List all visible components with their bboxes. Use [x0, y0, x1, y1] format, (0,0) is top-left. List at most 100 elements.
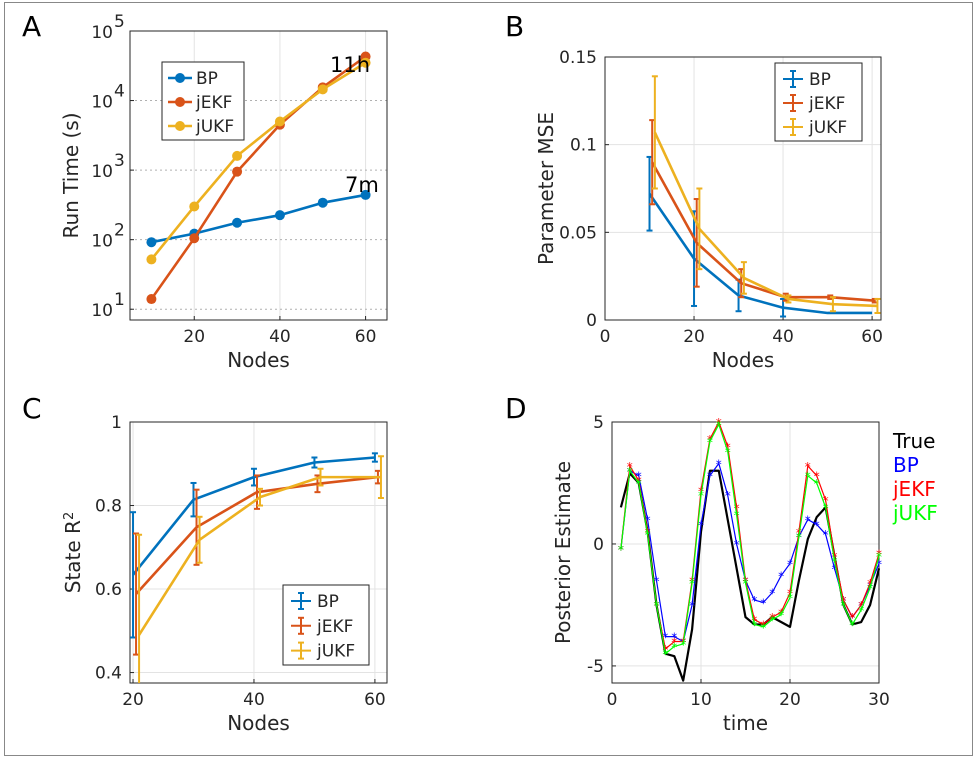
panel-a-y-tick-label: 10: [91, 301, 113, 321]
panel-d-series-jukf-point: *: [751, 618, 757, 632]
panel-b-y-tick-label: 0: [586, 311, 597, 331]
panel-d-series-bp-point: *: [787, 557, 793, 571]
panel-d-y-axis-label: Posterior Estimate: [551, 461, 575, 644]
panel-d-series-jekf-point: *: [867, 577, 873, 591]
panel-d-series-bp-point: *: [876, 557, 882, 571]
panel-b-y-tick-label: 0.1: [570, 136, 597, 156]
panel-d-series-jukf-point: *: [627, 465, 633, 479]
panel-a-x-tick-label: 60: [355, 327, 377, 347]
panel-d-series-jukf-point: *: [814, 477, 820, 491]
panel-a-y-axis-label: Run Time (s): [59, 112, 83, 238]
panel-d-series-jukf-point: *: [636, 477, 642, 491]
panel-c-x-tick-label: 20: [122, 690, 144, 710]
panel-a-legend-jukf-marker: [175, 121, 185, 131]
panel-a-y-tick-label: 10: [91, 162, 113, 182]
panel-d-series-jukf-point: *: [849, 618, 855, 632]
panel-a-series-jekf-line: [150, 55, 367, 300]
panel-d-series-jekf-point: *: [734, 501, 740, 515]
panel-d-series-bp-point: *: [751, 594, 757, 608]
panel-d-series-jekf-point: *: [858, 599, 864, 613]
panel-c-y-tick-label: 0.8: [95, 497, 122, 517]
panel-d-series-jekf-point: *: [823, 494, 829, 508]
panel-d-series-jekf-point: *: [840, 594, 846, 608]
panel-a-axes-frame: [129, 30, 388, 321]
panel-d-series-jukf-point: *: [618, 543, 624, 557]
panel-letter-b: B: [505, 10, 524, 43]
panel-d-series-jukf-point: *: [867, 582, 873, 596]
panel-d-series-jukf-point: *: [760, 621, 766, 635]
panel-d-x-axis-label: time: [723, 711, 768, 735]
panel-d-series-jekf-point: *: [778, 606, 784, 620]
panel-d-series-jekf-point: *: [769, 611, 775, 625]
panel-d-series-jekf-point: *: [814, 470, 820, 484]
panel-a-series-jekf-point: [189, 233, 200, 244]
panel-d-series-jukf-point: *: [778, 609, 784, 623]
panel-a-y-tick-exponent: 1: [114, 290, 125, 310]
panel-d-axes-frame: [611, 421, 880, 684]
panel-b-x-tick-label: 0: [600, 327, 611, 347]
panel-c-legend-jukf-label: jUKF: [316, 642, 355, 662]
panel-d-series-bp-point: *: [760, 597, 766, 611]
panel-d-y-tick-label: 0: [593, 535, 604, 555]
panel-d-x-tick-label: 30: [868, 690, 890, 710]
panel-d-series-jukf-point: *: [698, 489, 704, 503]
panel-a-series-jukf-point: [274, 116, 285, 127]
panel-a-y-tick-exponent: 3: [114, 151, 125, 171]
panel-a-series-jekf-point: [146, 294, 157, 305]
panel-d-series-bp-point: *: [618, 543, 624, 557]
panel-d-y-tick-label: 5: [593, 413, 604, 433]
panel-d-series-jukf-point: *: [787, 592, 793, 606]
panel-c-legend-bp-label: BP: [317, 592, 339, 612]
panel-d-series-jekf-point: *: [725, 440, 731, 454]
panel-d-series-jekf-point: *: [751, 614, 757, 628]
panel-c-axes-frame: [129, 421, 388, 684]
panel-b-axes-frame: [604, 56, 882, 321]
panel-d-series-bp-point: *: [671, 631, 677, 645]
panel-c: 20 40 60 0.4 0.6 0.8 1 Nodes State R2 BP jEKF jUKF: [61, 413, 388, 735]
panel-a-y-tick-label: 10: [91, 23, 113, 43]
panel-d-series-jukf-point: *: [671, 640, 677, 654]
panel-c-x-tick-label: 60: [364, 690, 386, 710]
panel-d-series-bp-point: *: [645, 514, 651, 528]
panel-d-series-bp-point: *: [814, 518, 820, 532]
panel-b-x-tick-label: 20: [683, 327, 705, 347]
panel-a-legend-jekf-marker: [175, 97, 185, 107]
panel-a-x-tick-label: 40: [269, 327, 291, 347]
panel-c-legend-jekf-label: jEKF: [316, 617, 353, 637]
panel-d-series-jukf-point: *: [725, 445, 731, 459]
panel-b-x-axis-label: Nodes: [712, 348, 775, 372]
panel-a-series-bp-point: [360, 189, 371, 200]
panel-letter-a: A: [22, 10, 41, 43]
panel-d-series-jukf-point: *: [707, 436, 713, 450]
panel-a-legend-jukf-label: jUKF: [195, 117, 234, 137]
panel-d-series-jekf-point: *: [876, 548, 882, 562]
panel-a-series-bp-line: [151, 193, 366, 244]
panel-d-y-tick-label: -5: [587, 657, 604, 677]
panel-d-series-jekf-point: *: [849, 611, 855, 625]
panel-d-series-jukf-point: *: [823, 501, 829, 515]
panel-a-series-jukf-point: [146, 254, 157, 265]
panel-d-x-tick-label: 20: [779, 690, 801, 710]
panel-d-series-jekf-point: *: [627, 460, 633, 474]
panel-d-series-jekf-point: *: [618, 543, 624, 557]
panel-d-series-bp-point: *: [823, 528, 829, 542]
panel-a-legend-bp-label: BP: [196, 69, 218, 89]
panel-d-legend-jekf: jEKF: [892, 477, 936, 501]
panel-b-y-axis-label: Parameter MSE: [534, 112, 558, 265]
panel-d-series-jukf-point: *: [645, 528, 651, 542]
panel-d-series-jekf-point: *: [671, 636, 677, 650]
panel-a-series-bp-point: [317, 197, 328, 208]
panel-a-annotation-11h: 11h: [330, 53, 370, 77]
panel-d-series-bp-point: *: [636, 470, 642, 484]
panel-d-series-jukf-point: *: [716, 418, 722, 432]
panel-a-series-jekf-point: [232, 166, 243, 177]
panel-d-series-jukf-point: *: [680, 638, 686, 652]
panel-d-legend-true: True: [892, 429, 935, 453]
panel-d-series-bp-line: [620, 462, 880, 643]
panel-c-y-tick-label: 1: [111, 413, 122, 433]
panel-d-series-jekf-point: *: [662, 643, 668, 657]
panel-b-x-tick-label: 60: [861, 327, 883, 347]
panel-d-series-bp-point: *: [832, 562, 838, 576]
